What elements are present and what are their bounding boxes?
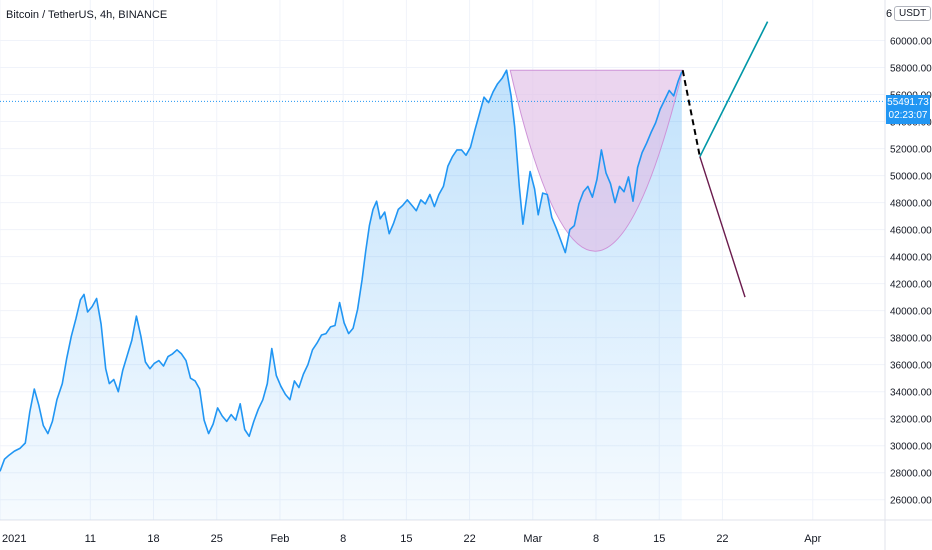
cutoff-tick-label: 6 [886,8,893,20]
y-tick-label: 52000.00 [890,145,932,156]
x-tick-label: 15 [653,533,665,545]
bar-countdown: 02:23:07 [888,110,928,121]
y-tick-label: 28000.00 [890,469,932,480]
y-tick-label: 60000.00 [890,37,932,48]
projection-down-line [699,156,746,298]
x-tick-label: 8 [340,533,346,545]
x-tick-label: 8 [593,533,599,545]
y-tick-label: 44000.00 [890,253,932,264]
x-tick-label: 25 [211,533,223,545]
x-tick-label: Mar [523,533,542,545]
y-tick-label: 40000.00 [890,307,932,318]
x-tick-label: Apr [804,533,821,545]
y-tick-label: 46000.00 [890,226,932,237]
y-tick-label: 26000.00 [890,496,932,507]
cup-pattern-shape [509,69,684,252]
y-tick-label: 32000.00 [890,415,932,426]
y-tick-label: 42000.00 [890,280,932,291]
y-tick-label: 50000.00 [890,172,932,183]
y-tick-label: 34000.00 [890,388,932,399]
x-tick-label: Feb [270,533,289,545]
price-line [0,69,683,472]
y-tick-label: 30000.00 [890,442,932,453]
y-tick-label: 58000.00 [890,64,932,75]
x-tick-label: 15 [400,533,412,545]
x-tick-label: 11 [85,533,96,545]
dashed-pullback-line [681,70,701,157]
y-tick-label: 38000.00 [890,334,932,345]
price-area-fill [0,70,682,520]
symbol-title: Bitcoin / TetherUS, 4h, BINANCE [6,9,168,21]
x-tick-label: 2021 [2,533,26,545]
x-tick-label: 22 [463,533,475,545]
x-tick-label: 18 [147,533,159,545]
projection-up-line [699,21,769,158]
last-price-value: 55491.73 [887,97,929,108]
currency-badge[interactable]: USDT [894,6,932,21]
y-tick-label: 36000.00 [890,361,932,372]
x-tick-label: 22 [716,533,728,545]
last-price-tag: 55491.73 02:23:07 [886,95,930,124]
y-tick-label: 48000.00 [890,199,932,210]
